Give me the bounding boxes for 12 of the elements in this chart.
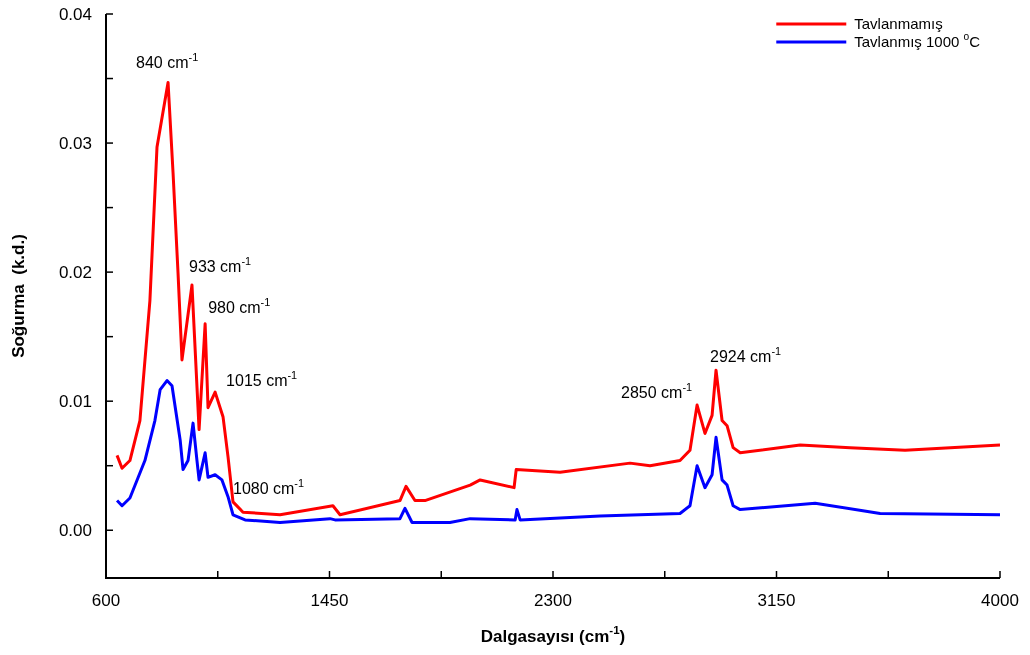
x-tick-label: 2300 (534, 591, 572, 610)
x-tick-label: 3150 (757, 591, 796, 610)
x-tick-label: 1450 (310, 591, 349, 610)
x-tick-label: 4000 (981, 591, 1019, 610)
y-tick-label: 0.02 (58, 263, 93, 283)
y-tick-label: 0.00 (58, 521, 93, 541)
y-axis-title: Soğurma (k.d.) (9, 234, 28, 358)
legend-label: Tavlanmamış (854, 15, 943, 32)
y-tick-label: 0.01 (58, 392, 93, 412)
y-tick-label: 0.04 (58, 5, 93, 24)
x-tick-label: 600 (91, 591, 121, 610)
y-tick-label: 0.03 (58, 134, 93, 154)
